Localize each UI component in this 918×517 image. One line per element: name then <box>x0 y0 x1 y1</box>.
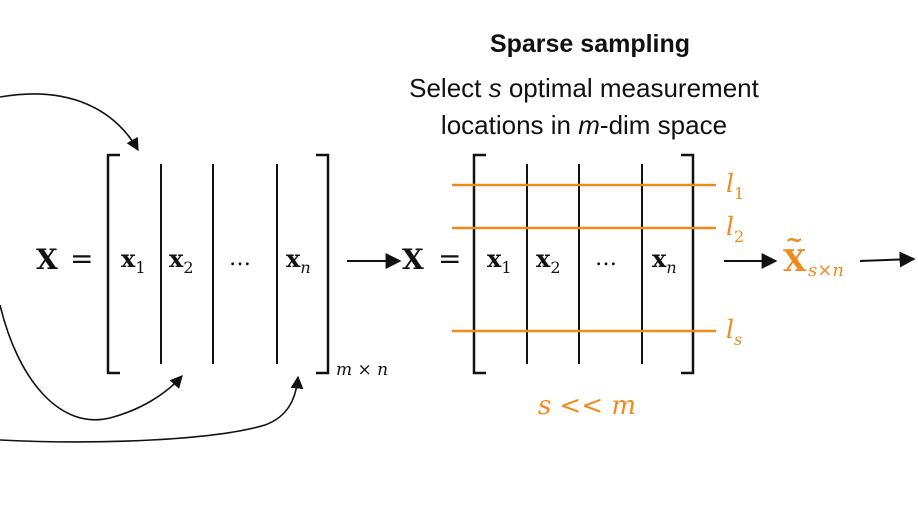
left-column-2-base: x <box>169 244 184 273</box>
subtitle-var-s: s <box>489 73 502 103</box>
left-column-label-2: x2 <box>169 244 194 277</box>
subtitle-line-2-start: locations in <box>441 110 578 140</box>
row-label-l2-base: l <box>726 212 734 241</box>
right-matrix-symbol: X <box>402 243 424 276</box>
row-label-ls: ls <box>726 315 742 349</box>
left-column-label-1: x1 <box>121 244 146 277</box>
subtitle-line-1: Select s optimal measurement <box>409 73 759 103</box>
right-column-2-base: x <box>536 244 551 273</box>
right-column-2-sub: 2 <box>550 258 560 277</box>
left-matrix-equals: = <box>70 242 93 275</box>
right-column-label-1: x1 <box>487 244 512 277</box>
left-column-n-sub: n <box>300 258 310 277</box>
output-tilde: ~ <box>785 227 803 253</box>
left-column-label-ellipsis: … <box>229 246 251 271</box>
subtitle-line-2-end: -dim space <box>600 110 727 140</box>
row-label-l2: l2 <box>726 212 744 246</box>
left-matrix-left-bracket <box>106 153 120 375</box>
right-column-1-sub: 1 <box>501 258 511 277</box>
curved-arrow-bottom-2 <box>0 375 304 443</box>
row-label-l1: l1 <box>726 169 744 203</box>
subtitle-line-1-start: Select <box>409 73 489 103</box>
curved-arrow-bottom-1 <box>0 304 183 421</box>
right-column-1-base: x <box>487 244 502 273</box>
right-column-n-sub: n <box>666 258 676 277</box>
output-matrix: X ~ s×n <box>783 227 844 281</box>
left-column-label-n: xn <box>286 244 311 277</box>
left-matrix-right-bracket <box>316 153 330 375</box>
output-symbol: X <box>783 244 807 279</box>
left-column-2-sub: 2 <box>183 258 193 277</box>
right-column-label-n: xn <box>652 244 677 277</box>
row-label-ls-base: l <box>726 315 734 344</box>
right-matrix-left-bracket <box>472 153 486 375</box>
left-matrix: X = x1 x2 … xn m × n <box>36 153 388 380</box>
row-label-l1-base: l <box>726 169 734 198</box>
subtitle-line-2: locations in m-dim space <box>441 110 727 140</box>
row-label-ls-sub: s <box>734 330 742 349</box>
curved-arrow-top <box>0 93 139 152</box>
left-column-1-base: x <box>121 244 136 273</box>
subtitle-var-m: m <box>578 110 600 140</box>
row-label-l2-sub: 2 <box>734 227 744 246</box>
right-column-label-2: x2 <box>536 244 561 277</box>
left-column-1-sub: 1 <box>135 258 145 277</box>
output-subscript: s×n <box>808 260 844 281</box>
arrow-output-right <box>859 251 916 268</box>
diagram-title: Sparse sampling <box>490 30 690 58</box>
right-matrix-equals: = <box>438 242 461 275</box>
left-column-n-base: x <box>286 244 301 273</box>
right-matrix: X = x1 x2 … xn l1 l2 ls s << m <box>402 153 744 421</box>
right-column-n-base: x <box>652 244 667 273</box>
row-label-l1-sub: 1 <box>734 184 744 203</box>
subtitle-line-1-end: optimal measurement <box>502 73 760 103</box>
right-column-label-ellipsis: … <box>595 246 617 271</box>
sparsity-condition: s << m <box>538 391 636 421</box>
right-matrix-right-bracket <box>681 153 695 375</box>
left-matrix-dimensions: m × n <box>336 360 388 380</box>
left-matrix-symbol: X <box>36 243 58 276</box>
